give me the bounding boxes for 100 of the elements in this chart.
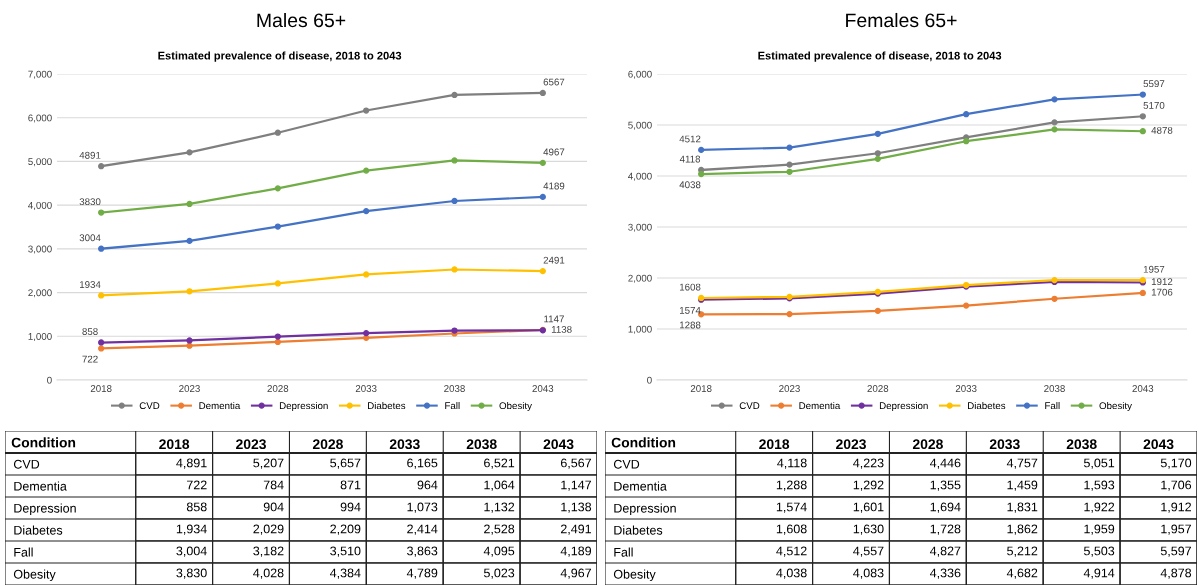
y-tick-label: 2,000 xyxy=(28,289,52,298)
data-label: 4,557 xyxy=(853,546,884,557)
x-tick-label: 2028 xyxy=(912,439,943,450)
data-label: 1,862 xyxy=(1007,524,1038,535)
chart-title: Females 65+ xyxy=(846,12,957,28)
legend-label: Obesity xyxy=(499,401,532,412)
y-tick-label: 4,000 xyxy=(628,172,652,181)
legend-label: Obesity xyxy=(1099,401,1132,412)
annotation: 1706 xyxy=(1151,288,1173,296)
data-label: 1,073 xyxy=(407,502,438,513)
legend-label: CVD xyxy=(139,402,160,410)
x-tick-label: 2033 xyxy=(355,385,377,392)
x-tick-label: 2043 xyxy=(1143,439,1174,450)
x-tick-label: 2018 xyxy=(759,439,790,450)
data-label: 722 xyxy=(186,480,207,490)
data-label: 1,608 xyxy=(776,524,807,535)
annotation: 3004 xyxy=(79,234,101,242)
legend-label: Fall xyxy=(1045,401,1060,410)
x-tick-label: 2028 xyxy=(267,385,289,392)
data-label: 4,827 xyxy=(929,546,961,557)
annotation: 3830 xyxy=(79,198,101,206)
x-tick-label: 2033 xyxy=(955,385,977,392)
data-label: 1,355 xyxy=(930,480,961,491)
data-label: 4,967 xyxy=(560,568,591,579)
data-label: 5,597 xyxy=(1160,546,1191,557)
x-tick-label: 2028 xyxy=(312,439,343,450)
data-label: 1,706 xyxy=(1161,480,1192,491)
x-tick-label: 2043 xyxy=(532,385,554,392)
data-label: 4,512 xyxy=(776,546,807,557)
annotation: 858 xyxy=(82,328,98,336)
data-label: 1,288 xyxy=(776,480,807,491)
y-tick-label: 6,000 xyxy=(28,114,52,123)
x-tick-label: 2043 xyxy=(1132,385,1154,392)
y-tick-label: Diabetes xyxy=(614,525,663,535)
data-label: 6,165 xyxy=(407,458,438,469)
data-label: 5,051 xyxy=(1083,458,1115,469)
annotation: 1574 xyxy=(679,307,701,314)
annotation: 722 xyxy=(82,355,98,363)
data-label: 4,789 xyxy=(406,568,438,579)
annotation: 4967 xyxy=(543,148,565,156)
data-label: 3,510 xyxy=(330,546,361,557)
data-label: 5,503 xyxy=(1083,546,1115,557)
data-label: 1,934 xyxy=(176,524,207,535)
data-label: 2,209 xyxy=(330,524,361,535)
chart-title: Males 65+ xyxy=(257,12,346,28)
data-label: 4,336 xyxy=(929,568,961,579)
y-tick-label: 0 xyxy=(47,376,52,384)
annotation: 1934 xyxy=(79,281,101,288)
x-tick-label: 2038 xyxy=(1066,439,1097,450)
legend-label: CVD xyxy=(739,402,760,410)
data-label: 6,521 xyxy=(484,458,515,469)
legend-label: Fall xyxy=(445,401,460,410)
annotation: 1147 xyxy=(544,315,564,323)
y-tick-label: Depression xyxy=(614,503,676,516)
y-tick-label: Obesity xyxy=(13,569,56,582)
y-tick-label: 3,000 xyxy=(628,223,652,232)
data-label: 5,170 xyxy=(1160,458,1192,469)
annotation: 4891 xyxy=(79,151,101,159)
x-tick-label: 2023 xyxy=(779,385,800,392)
data-label: 1,132 xyxy=(484,502,515,513)
data-label: 4,891 xyxy=(176,458,207,469)
annotation: 1912 xyxy=(1151,278,1173,286)
y-tick-label: Dementia xyxy=(614,481,667,491)
annotation: 5597 xyxy=(1143,80,1165,88)
x-tick-label: 2018 xyxy=(90,385,112,392)
annotation: 1608 xyxy=(679,283,701,291)
data-label: 4,223 xyxy=(853,458,884,469)
annotation: 4878 xyxy=(1151,126,1173,134)
data-label: 1,601 xyxy=(853,502,884,513)
data-label: 4,038 xyxy=(776,568,807,579)
legend-label: Dementia xyxy=(799,401,841,410)
data-label: 5,207 xyxy=(253,458,284,469)
y-tick-label: 1,000 xyxy=(628,325,652,334)
y-tick-label: Dementia xyxy=(14,481,67,491)
data-label: 4,189 xyxy=(560,546,592,557)
legend-label: Depression xyxy=(279,401,328,412)
data-label: 1,694 xyxy=(930,502,961,513)
annotation: 4189 xyxy=(543,182,565,190)
data-label: 1,728 xyxy=(930,524,961,535)
data-label: 1,138 xyxy=(561,502,592,513)
data-label: 5,657 xyxy=(330,458,361,469)
data-label: 4,446 xyxy=(929,458,961,469)
annotation: 5170 xyxy=(1143,101,1165,109)
y-tick-label: CVD xyxy=(13,459,40,469)
annotation: 1288 xyxy=(679,321,701,329)
data-label: 1,831 xyxy=(1007,502,1038,513)
annotation: 4512 xyxy=(679,135,701,143)
data-label: 5,212 xyxy=(1007,546,1038,557)
x-tick-label: 2018 xyxy=(690,385,712,392)
annotation: 4038 xyxy=(679,181,701,189)
data-label: 4,083 xyxy=(853,568,884,579)
annotation: 2491 xyxy=(543,256,565,264)
y-tick-label: 3,000 xyxy=(28,245,52,254)
data-label: 1,957 xyxy=(1161,524,1191,535)
y-tick-label: CVD xyxy=(613,459,640,469)
data-label: 3,830 xyxy=(176,568,207,579)
data-label: 4,384 xyxy=(329,568,361,579)
y-tick-label: 7,000 xyxy=(28,70,52,79)
annotation: 1957 xyxy=(1143,265,1165,273)
x-tick-label: 2018 xyxy=(159,439,190,450)
